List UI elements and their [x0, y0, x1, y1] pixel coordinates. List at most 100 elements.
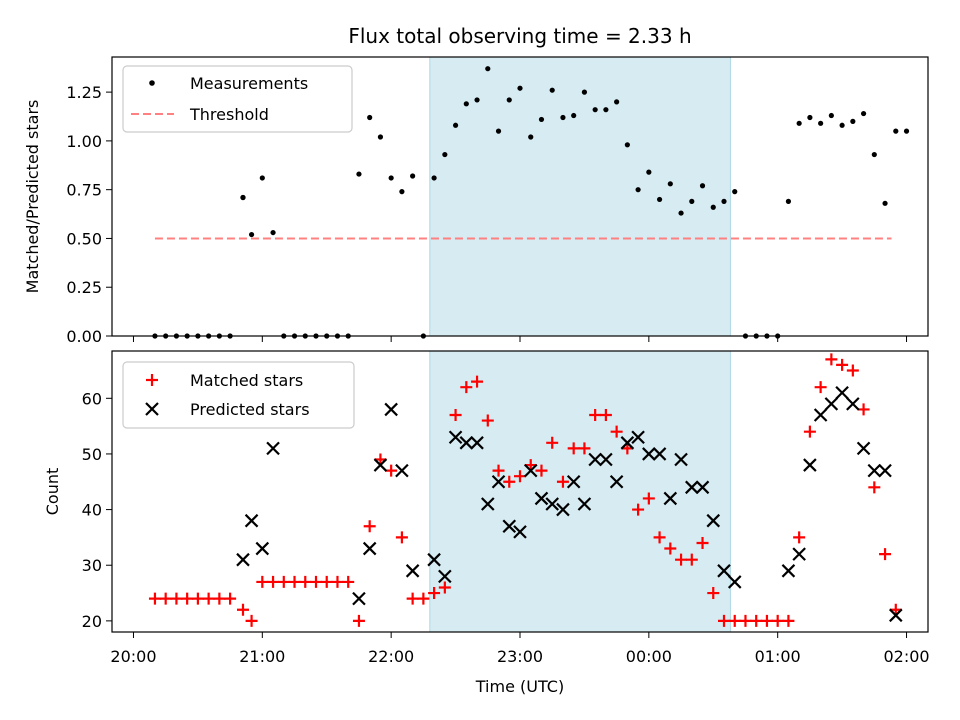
matched-star-point	[428, 587, 441, 600]
measurement-point	[399, 189, 405, 195]
predicted-star-point	[523, 463, 538, 478]
predicted-star-point	[695, 480, 710, 495]
predicted-star-point	[352, 591, 366, 606]
measurement-point	[452, 122, 459, 128]
measurement-point	[807, 114, 813, 121]
measurement-point	[538, 116, 545, 123]
matched-star-point	[793, 531, 806, 544]
matched-star-point	[803, 425, 816, 438]
bottom-x-tick-label: 00:00	[626, 647, 672, 666]
measurement-point	[463, 101, 469, 107]
matched-star-point	[352, 614, 365, 627]
bottom-legend: Matched stars Predicted stars	[122, 361, 355, 429]
legend-threshold-label: Threshold	[189, 105, 269, 124]
predicted-star-point	[384, 402, 398, 417]
predicted-star-point	[642, 447, 656, 461]
measurement-point	[388, 175, 394, 181]
measurement-point	[474, 97, 480, 103]
predicted-star-point	[545, 497, 559, 511]
matched-star-point	[653, 531, 666, 544]
top-y-tick-label: 0.50	[66, 229, 102, 248]
measurement-point	[581, 89, 588, 95]
bottom-highlight-span	[429, 350, 731, 633]
predicted-star-point	[373, 458, 388, 472]
matched-star-point	[524, 459, 537, 472]
matched-star-point	[621, 442, 634, 455]
matched-star-point	[460, 381, 473, 394]
measurement-point	[796, 120, 802, 126]
measurement-point	[710, 204, 716, 210]
matched-star-point	[159, 592, 172, 605]
measurement-point	[603, 107, 609, 113]
measurement-point	[893, 128, 899, 134]
measurement-point	[860, 110, 867, 117]
top-y-axis-label: Matched/Predicted stars	[23, 100, 42, 294]
bottom-legend-box	[122, 361, 355, 429]
predicted-star-point	[889, 608, 903, 623]
matched-star-point	[342, 575, 355, 588]
matched-star-point	[288, 575, 301, 588]
predicted-star-point	[599, 452, 613, 467]
matched-star-point	[760, 614, 773, 627]
matched-star-point	[277, 575, 290, 588]
measurement-point	[850, 118, 856, 124]
measurement-point	[624, 142, 630, 148]
matched-star-point	[718, 614, 730, 627]
predicted-star-point	[813, 408, 828, 422]
bottom-y-axis-label: Count	[43, 468, 62, 516]
bottom-y-tick-label: 50	[82, 445, 102, 464]
measurement-point	[517, 85, 523, 91]
predicted-star-point	[717, 564, 731, 578]
predicted-star-point	[663, 491, 678, 506]
matched-star-point	[546, 436, 559, 449]
measurement-point	[560, 114, 566, 121]
matched-star-point	[310, 575, 322, 588]
matched-star-point	[224, 592, 237, 605]
predicted-star-point	[255, 541, 270, 556]
bottom-y-tick-label: 40	[82, 501, 102, 520]
bottom-y-tick-label: 30	[82, 556, 102, 575]
legend-matched-label: Matched stars	[190, 371, 303, 390]
top-highlight-span	[429, 56, 731, 337]
matched-star-point	[857, 403, 870, 416]
measurement-point	[699, 183, 706, 189]
matched-star-point	[589, 408, 602, 421]
matched-star-point	[750, 614, 763, 627]
top-axes-frame	[111, 56, 929, 337]
matched-star-point	[148, 592, 161, 605]
legend-predicted-label: Predicted stars	[190, 400, 310, 419]
matched-star-point	[868, 481, 881, 494]
matched-star-point	[567, 442, 580, 455]
measurement-point	[828, 112, 834, 119]
matched-star-point	[514, 470, 526, 483]
matched-star-point	[535, 464, 548, 477]
predicted-star-point	[609, 474, 624, 489]
top-panel: 0.00 0.25 0.50 0.75 1.00 1.25 Matched/Predict…	[23, 56, 929, 346]
matched-star-point	[664, 542, 677, 555]
matched-star-point	[814, 381, 827, 394]
top-legend: Measurements Threshold	[122, 65, 353, 133]
predicted-star-point	[513, 525, 527, 539]
predicted-star-point	[620, 436, 635, 450]
top-y-tick-label: 0.75	[66, 181, 102, 200]
matched-star-point	[245, 614, 258, 627]
bottom-y-tick-label: 60	[82, 389, 102, 408]
predicted-star-point	[685, 480, 699, 495]
matched-star-point	[449, 408, 462, 421]
predicted-star-point	[652, 447, 667, 461]
predicted-star-point	[362, 541, 377, 556]
predicted-star-point	[502, 519, 517, 534]
measurement-point	[635, 187, 641, 193]
matched-star-point	[267, 575, 280, 588]
measurement-point	[882, 200, 888, 206]
top-y-tick-label: 0.25	[66, 278, 102, 297]
predicted-star-point	[856, 441, 871, 456]
predicted-star-point	[631, 430, 645, 445]
matched-star-point	[836, 358, 849, 371]
predicted-star-point	[588, 452, 602, 467]
measurement-point	[785, 198, 792, 204]
predicted-star-point	[674, 452, 688, 467]
matched-star-point	[363, 520, 376, 533]
bottom-x-tick-label: 23:00	[497, 647, 543, 666]
